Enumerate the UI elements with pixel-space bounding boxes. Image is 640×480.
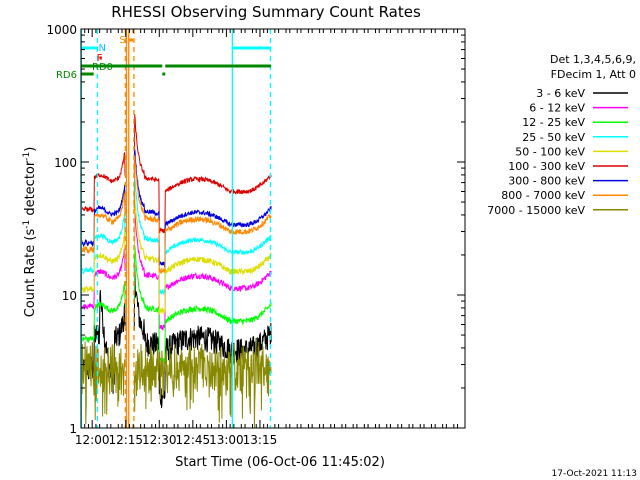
legend-label: 3 - 6 keV — [536, 87, 585, 100]
legend-label: 800 - 7000 keV — [501, 189, 585, 202]
timestamp: 17-Oct-2021 11:13 — [552, 469, 637, 479]
y-tick-label: 100 — [54, 156, 77, 170]
plot-frame — [80, 28, 466, 429]
x-tick-label: 12:45 — [176, 433, 211, 447]
series-line — [80, 149, 272, 268]
series-line — [80, 212, 272, 331]
x-tick-label: 12:30 — [142, 433, 177, 447]
series-line — [80, 339, 272, 429]
legend-header-line-2: FDecim 1, Att 0 — [551, 68, 636, 81]
legend-label: 6 - 12 keV — [529, 102, 585, 115]
x-axis-label: Start Time (06-Oct-06 11:45:02) — [175, 455, 385, 470]
legend-label: 7000 - 15000 keV — [487, 204, 585, 217]
legend-header-line-1: Det 1,3,4,5,6,9, — [550, 53, 636, 66]
flag-label: RD6 — [56, 70, 77, 81]
flag-label: N — [99, 43, 106, 54]
flag-label: RD0 — [92, 62, 113, 73]
series-line — [80, 114, 272, 234]
y-tick-label: 1 — [69, 422, 77, 436]
x-tick-label: 13:15 — [243, 433, 278, 447]
y-tick-label: 1000 — [46, 23, 77, 37]
series-line — [80, 178, 272, 296]
flag-label: S — [119, 35, 125, 46]
chart-title: RHESSI Observing Summary Count Rates — [111, 3, 421, 21]
svg-text:Count Rate (s-1 detector-1): Count Rate (s-1 detector-1) — [22, 147, 38, 318]
series-line — [81, 155, 272, 274]
x-tick-label: 12:00 — [75, 433, 110, 447]
series-line — [80, 193, 272, 316]
x-tick-label: 13:00 — [209, 433, 244, 447]
ylabel-end: ) — [23, 147, 38, 152]
legend-label: 25 - 50 keV — [522, 131, 585, 144]
flag-label: F — [97, 53, 103, 64]
ylabel-mid: detector — [23, 160, 38, 220]
legend-label: 300 - 800 keV — [508, 175, 585, 188]
y-axis-label: Count Rate (s-1 detector-1) — [22, 147, 38, 318]
legend-label: 100 - 300 keV — [508, 160, 585, 173]
x-tick-label: 12:15 — [108, 433, 143, 447]
y-tick-label: 10 — [62, 289, 77, 303]
ylabel-sup1: -1 — [22, 220, 32, 229]
series-line — [80, 245, 272, 364]
legend-label: 50 - 100 keV — [515, 145, 585, 158]
ylabel-sup2: -1 — [22, 152, 32, 161]
legend-label: 12 - 25 keV — [522, 116, 585, 129]
legend: Det 1,3,4,5,6,9, FDecim 1, Att 0 3 - 6 k… — [487, 53, 636, 217]
ylabel-main: Count Rate (s — [23, 229, 38, 318]
